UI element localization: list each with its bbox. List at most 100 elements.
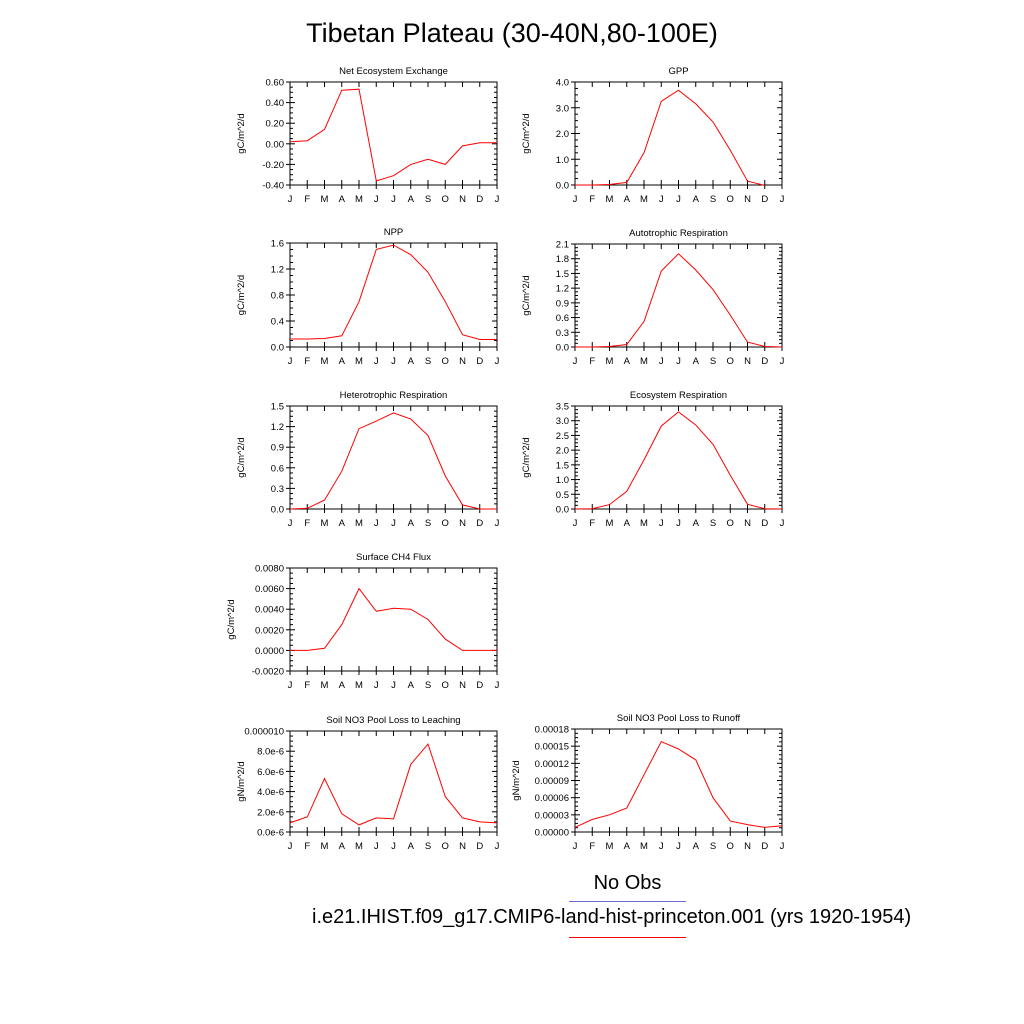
y-tick-label: 0.0000 <box>255 646 284 657</box>
y-axis-label: gC/m^2/d <box>521 275 532 315</box>
legend-obs-line <box>569 901 686 902</box>
x-tick-label: A <box>408 356 415 367</box>
y-tick-label: 0.60 <box>266 78 285 89</box>
x-tick-label: N <box>459 680 466 691</box>
x-tick-label: S <box>425 680 431 691</box>
y-tick-label: 0.00009 <box>535 776 569 787</box>
x-tick-label: O <box>727 518 734 529</box>
data-line-series-0 <box>575 253 783 348</box>
x-tick-label: M <box>355 841 363 852</box>
chart-panel-8: Soil NO3 Pool Loss to Runoff gN/m^2/d 0.00… <box>511 713 785 852</box>
chart-panel-3: Autotrophic Respiration gC/m^2/d 0.0 0.3 0.6… <box>521 228 785 367</box>
x-tick-label: M <box>640 194 648 205</box>
x-tick-label: S <box>710 518 716 529</box>
x-tick-label: F <box>304 841 310 852</box>
chart-title: Autotrophic Respiration <box>629 228 728 239</box>
x-tick-label: D <box>476 841 483 852</box>
y-tick-label: 8.0e-6 <box>257 747 284 758</box>
x-tick-label: F <box>304 680 310 691</box>
x-tick-label: A <box>339 841 346 852</box>
x-tick-label: O <box>442 680 449 691</box>
y-tick-label: 0.6 <box>271 463 284 474</box>
chart-title: Heterotrophic Respiration <box>340 390 448 401</box>
plot-frame <box>574 405 783 510</box>
chart-panel-5: Ecosystem Respiration gC/m^2/d 0.0 0.5 1.0 1.… <box>521 390 785 529</box>
x-tick-label: F <box>304 194 310 205</box>
x-tick-label: A <box>624 356 631 367</box>
x-tick-label: S <box>425 841 431 852</box>
y-tick-label: 6.0e-6 <box>257 767 284 778</box>
y-tick-label: 0.00015 <box>535 742 569 753</box>
x-tick-label: A <box>624 518 631 529</box>
x-tick-label: F <box>589 194 595 205</box>
y-tick-label: 0.0 <box>271 343 284 354</box>
x-tick-label: D <box>761 356 768 367</box>
x-tick-label: J <box>676 356 681 367</box>
y-tick-label: -0.40 <box>262 181 284 192</box>
x-tick-label: J <box>288 680 293 691</box>
y-tick-label: 1.2 <box>556 284 569 295</box>
x-tick-label: J <box>659 518 664 529</box>
chart-panel-0: Net Ecosystem Exchange gC/m^2/d -0.40 -0.20… <box>236 66 500 205</box>
x-tick-label: D <box>476 356 483 367</box>
x-tick-label: O <box>727 841 734 852</box>
y-tick-label: -0.20 <box>262 160 284 171</box>
y-tick-label: 1.6 <box>271 239 284 250</box>
x-tick-label: J <box>391 680 396 691</box>
x-tick-label: J <box>573 518 578 529</box>
y-tick-label: 1.2 <box>271 265 284 276</box>
chart-title: Soil NO3 Pool Loss to Runoff <box>617 713 741 724</box>
y-tick-label: 3.5 <box>556 402 569 413</box>
legend-model-line <box>569 937 686 938</box>
x-tick-label: A <box>693 194 700 205</box>
x-tick-label: A <box>408 518 415 529</box>
y-tick-label: 0.0 <box>556 343 569 354</box>
y-axis-label: gC/m^2/d <box>226 599 237 639</box>
plot-frame <box>289 242 498 348</box>
x-tick-label: J <box>495 680 500 691</box>
y-tick-label: 0.40 <box>266 98 285 109</box>
chart-panel-7: Soil NO3 Pool Loss to Leaching gN/m^2/d 0.… <box>236 715 500 852</box>
x-tick-label: J <box>391 841 396 852</box>
x-tick-label: S <box>710 356 716 367</box>
x-tick-label: O <box>727 194 734 205</box>
x-tick-label: J <box>659 194 664 205</box>
x-tick-label: M <box>321 194 329 205</box>
data-line-series-0 <box>575 89 765 186</box>
x-tick-label: D <box>476 194 483 205</box>
x-tick-label: A <box>624 194 631 205</box>
y-tick-label: 0.0060 <box>255 584 284 595</box>
x-tick-label: O <box>442 841 449 852</box>
x-tick-label: F <box>589 841 595 852</box>
x-tick-label: J <box>288 194 293 205</box>
y-tick-label: -0.0020 <box>252 667 284 678</box>
x-tick-label: O <box>442 518 449 529</box>
x-tick-label: F <box>589 356 595 367</box>
x-tick-label: J <box>391 356 396 367</box>
x-tick-label: J <box>780 356 785 367</box>
x-tick-label: A <box>624 841 631 852</box>
x-tick-label: A <box>339 356 346 367</box>
x-tick-label: D <box>761 841 768 852</box>
y-tick-label: 1.8 <box>556 254 569 265</box>
x-tick-label: J <box>288 356 293 367</box>
data-line-series-0 <box>574 740 783 828</box>
data-line-series-0 <box>290 587 497 651</box>
legend-obs-label: No Obs <box>593 872 662 894</box>
x-tick-label: J <box>780 194 785 205</box>
y-axis-label: gC/m^2/d <box>236 275 247 315</box>
x-tick-label: F <box>304 356 310 367</box>
x-tick-label: N <box>459 356 466 367</box>
y-tick-label: 0.6 <box>556 313 569 324</box>
y-tick-label: 4.0 <box>556 78 569 89</box>
y-axis-label: gN/m^2/d <box>511 760 522 800</box>
x-tick-label: J <box>374 356 379 367</box>
chart-title: GPP <box>668 66 688 77</box>
plot-frame <box>574 243 783 348</box>
y-tick-label: 2.0e-6 <box>257 807 284 818</box>
x-tick-label: S <box>710 194 716 205</box>
chart-title: Net Ecosystem Exchange <box>339 66 448 77</box>
data-line-series-0 <box>574 411 783 510</box>
x-tick-label: M <box>355 680 363 691</box>
